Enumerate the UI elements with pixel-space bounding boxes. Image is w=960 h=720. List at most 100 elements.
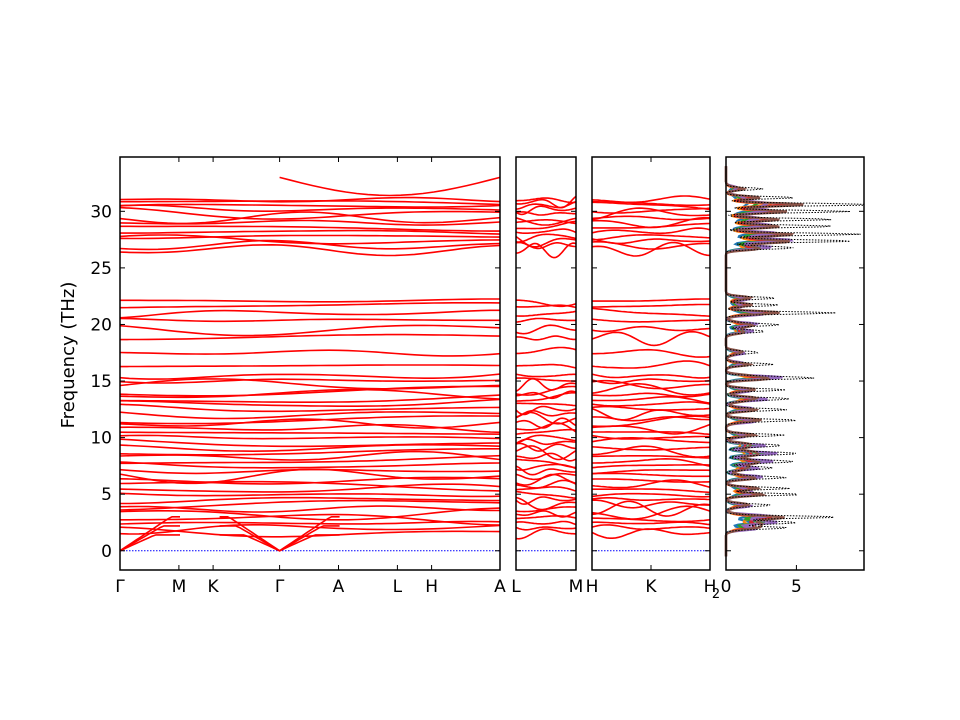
phonon-branch bbox=[119, 461, 501, 469]
high-symmetry-label: A bbox=[494, 577, 506, 597]
y-tick-label: 30 bbox=[90, 202, 112, 222]
phonon-branch bbox=[119, 507, 501, 521]
phonon-branch bbox=[515, 228, 577, 234]
phonon-branch bbox=[119, 388, 501, 400]
phonon-branch bbox=[591, 469, 711, 475]
phonon-branch bbox=[591, 325, 711, 333]
high-symmetry-label: A bbox=[333, 577, 345, 597]
phonon-branch bbox=[119, 234, 501, 240]
phonon-branch bbox=[591, 407, 711, 421]
phonon-branch bbox=[515, 528, 577, 540]
phonon-branch bbox=[591, 195, 711, 204]
y-tick-label: 5 bbox=[101, 485, 112, 505]
phonon-branch bbox=[119, 204, 501, 212]
phonon-branch bbox=[515, 317, 576, 323]
phonon-branch bbox=[515, 242, 577, 259]
high-symmetry-label: L bbox=[393, 577, 403, 597]
acoustic-branch bbox=[219, 525, 340, 552]
phonon-branch bbox=[515, 405, 577, 416]
phonon-branch bbox=[119, 243, 501, 257]
y-tick-label: 25 bbox=[90, 259, 112, 279]
phonon-branch bbox=[119, 444, 501, 453]
phonon-branch bbox=[515, 496, 577, 505]
dos-frame bbox=[725, 156, 865, 571]
phonon-branch bbox=[119, 309, 500, 319]
phonon-branch bbox=[515, 217, 577, 226]
acoustic-branch bbox=[219, 516, 340, 552]
phonon-branch bbox=[119, 431, 501, 435]
phonon-branch bbox=[119, 378, 501, 384]
phonon-branch bbox=[119, 415, 501, 425]
phonon-branch bbox=[119, 438, 501, 448]
total-dos-curve bbox=[725, 166, 865, 557]
phonon-branch bbox=[119, 324, 501, 337]
high-symmetry-label: H bbox=[704, 577, 717, 597]
phonon-branch bbox=[119, 349, 501, 357]
phonon-branch bbox=[119, 211, 501, 225]
phonon-branch-top bbox=[279, 176, 501, 197]
phonon-branch bbox=[515, 377, 577, 393]
phonon-branch bbox=[119, 524, 501, 535]
phonon-branch bbox=[120, 225, 500, 232]
phonon-branch bbox=[591, 383, 711, 396]
high-symmetry-label: Γ bbox=[115, 577, 125, 597]
phonon-branch bbox=[591, 307, 711, 317]
phonon-branch bbox=[591, 318, 710, 323]
phonon-branch bbox=[515, 434, 577, 445]
phonon-branch bbox=[120, 496, 501, 505]
high-symmetry-label: K bbox=[208, 577, 220, 597]
phonon-branch bbox=[516, 310, 577, 317]
y-tick-label: 15 bbox=[90, 372, 112, 392]
phonon-branch bbox=[591, 505, 711, 520]
phonon-branch bbox=[515, 346, 577, 355]
phonon-branch bbox=[119, 434, 501, 440]
phonon-branch bbox=[515, 335, 576, 341]
phonon-branch bbox=[515, 299, 577, 308]
phonon-branch bbox=[119, 418, 501, 429]
acoustic-branch bbox=[119, 516, 180, 552]
phonon-branch bbox=[591, 472, 711, 478]
dos-x-tick-label: 0 bbox=[721, 577, 732, 597]
phonon-branch bbox=[591, 207, 711, 221]
y-tick-label: 10 bbox=[90, 429, 112, 449]
phonon-branch bbox=[515, 479, 577, 489]
phonon-branch bbox=[591, 227, 711, 235]
phonon-branch bbox=[515, 195, 577, 209]
phonon-branch bbox=[119, 364, 501, 368]
phonon-branch bbox=[516, 197, 577, 204]
phonon-branch bbox=[591, 446, 711, 451]
phonon-branch bbox=[515, 363, 577, 369]
phonon-branch bbox=[119, 483, 501, 493]
phonon-branch bbox=[591, 499, 710, 509]
high-symmetry-label: Γ bbox=[275, 577, 285, 597]
phonon-branch bbox=[591, 478, 711, 483]
dos-x-tick-label: 5 bbox=[791, 577, 802, 597]
phonon-branch bbox=[591, 392, 711, 398]
panel-frame bbox=[119, 156, 501, 571]
phonon-branch bbox=[591, 238, 711, 245]
phonon-branch bbox=[592, 445, 711, 458]
phonon-branch bbox=[515, 520, 577, 526]
phonon-branch bbox=[592, 395, 711, 404]
phonon-branch bbox=[591, 378, 711, 385]
high-symmetry-label: K bbox=[645, 577, 657, 597]
phonon-branch bbox=[120, 454, 501, 465]
y-tick-label: 20 bbox=[90, 315, 112, 335]
phonon-branch bbox=[515, 442, 577, 452]
phonon-branch bbox=[119, 373, 501, 380]
high-symmetry-label: H bbox=[425, 577, 438, 597]
phonon-branch bbox=[591, 241, 711, 257]
phonon-branch bbox=[119, 526, 501, 538]
phonon-branch bbox=[516, 220, 577, 230]
high-symmetry-label: L bbox=[511, 577, 521, 597]
phonon-branch bbox=[591, 434, 711, 440]
phonon-branch bbox=[515, 458, 577, 469]
phonon-branch bbox=[119, 398, 501, 407]
phonon-branch bbox=[591, 401, 711, 407]
phonon-branch bbox=[591, 215, 711, 221]
phonon-branch bbox=[515, 205, 577, 216]
phonon-branch bbox=[591, 360, 711, 369]
phonon-branch bbox=[515, 235, 577, 248]
